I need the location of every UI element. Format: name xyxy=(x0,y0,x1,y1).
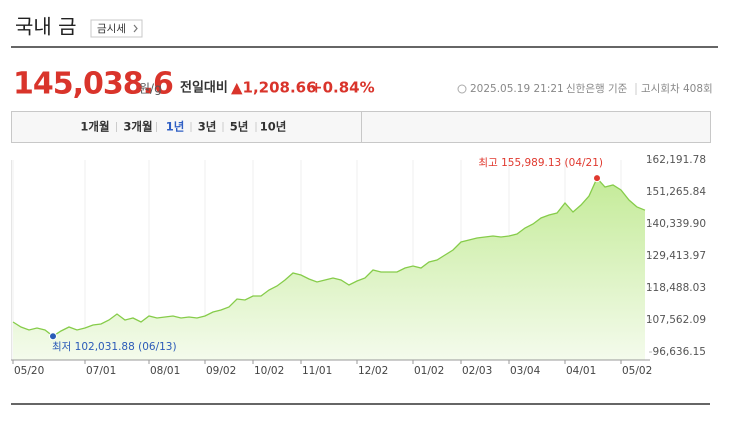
y-tick-label: 129,413.97 xyxy=(646,250,706,262)
y-tick-label: 107,562.09 xyxy=(646,314,706,326)
x-tick-label: 10/02 xyxy=(254,365,284,377)
x-tick-label: 12/02 xyxy=(358,365,388,377)
x-tick-label: 04/01 xyxy=(566,365,596,377)
y-tick-label: 140,339.90 xyxy=(646,218,706,230)
tab[interactable]: 3개월 xyxy=(123,120,152,134)
x-tick-label: 07/01 xyxy=(86,365,116,377)
x-tick-label: 03/04 xyxy=(510,365,541,377)
max-label: 최고 155,989.13 (04/21) xyxy=(478,157,603,169)
tab[interactable]: 1년 xyxy=(166,120,185,134)
source: 신한은행 기준 xyxy=(566,83,628,95)
clock-icon xyxy=(457,84,467,94)
button-label[interactable]: 금시세 xyxy=(97,23,126,35)
x-tick-label: 09/02 xyxy=(206,365,236,377)
y-tick-label: 118,488.03 xyxy=(646,282,706,294)
price-unit: 원/g xyxy=(139,82,162,96)
min-label: 최저 102,031.88 (06/13) xyxy=(52,341,177,353)
x-tick-label: 02/03 xyxy=(462,365,492,377)
change: ▲1,208.66 xyxy=(231,79,317,97)
price-button[interactable]: 금시세 xyxy=(90,19,143,38)
x-tick-label: 11/01 xyxy=(302,365,332,377)
line xyxy=(12,177,646,337)
button-arrow xyxy=(133,24,138,33)
change-label: 전일대비 xyxy=(180,80,228,96)
y-tick-label: 151,265.84 xyxy=(646,186,706,198)
max-point xyxy=(593,174,601,183)
timestamp: 2025.05.19 21:21 xyxy=(470,83,564,95)
price: 145,038.6 xyxy=(13,67,173,102)
x-tick-label: 08/01 xyxy=(150,365,180,377)
min-point xyxy=(49,332,57,341)
y-tick-label: 96,636.15 xyxy=(653,346,706,358)
round: 고시회차 408회 xyxy=(641,83,713,95)
change-pct: +0.84% xyxy=(310,79,375,97)
tab[interactable]: 5년 xyxy=(230,120,249,134)
tab[interactable]: 3년 xyxy=(198,120,217,134)
tab[interactable]: 1개월 xyxy=(80,120,109,134)
title: 국내 금 xyxy=(15,15,77,39)
x-tick-label: 01/02 xyxy=(414,365,444,377)
x-tick-label: 05/20 xyxy=(14,365,44,377)
tab[interactable]: 10년 xyxy=(260,120,287,134)
area xyxy=(13,178,645,360)
x-tick-label: 05/02 xyxy=(622,365,652,377)
button-box[interactable] xyxy=(90,19,143,38)
y-tick-label: 162,191.78 xyxy=(646,154,706,166)
